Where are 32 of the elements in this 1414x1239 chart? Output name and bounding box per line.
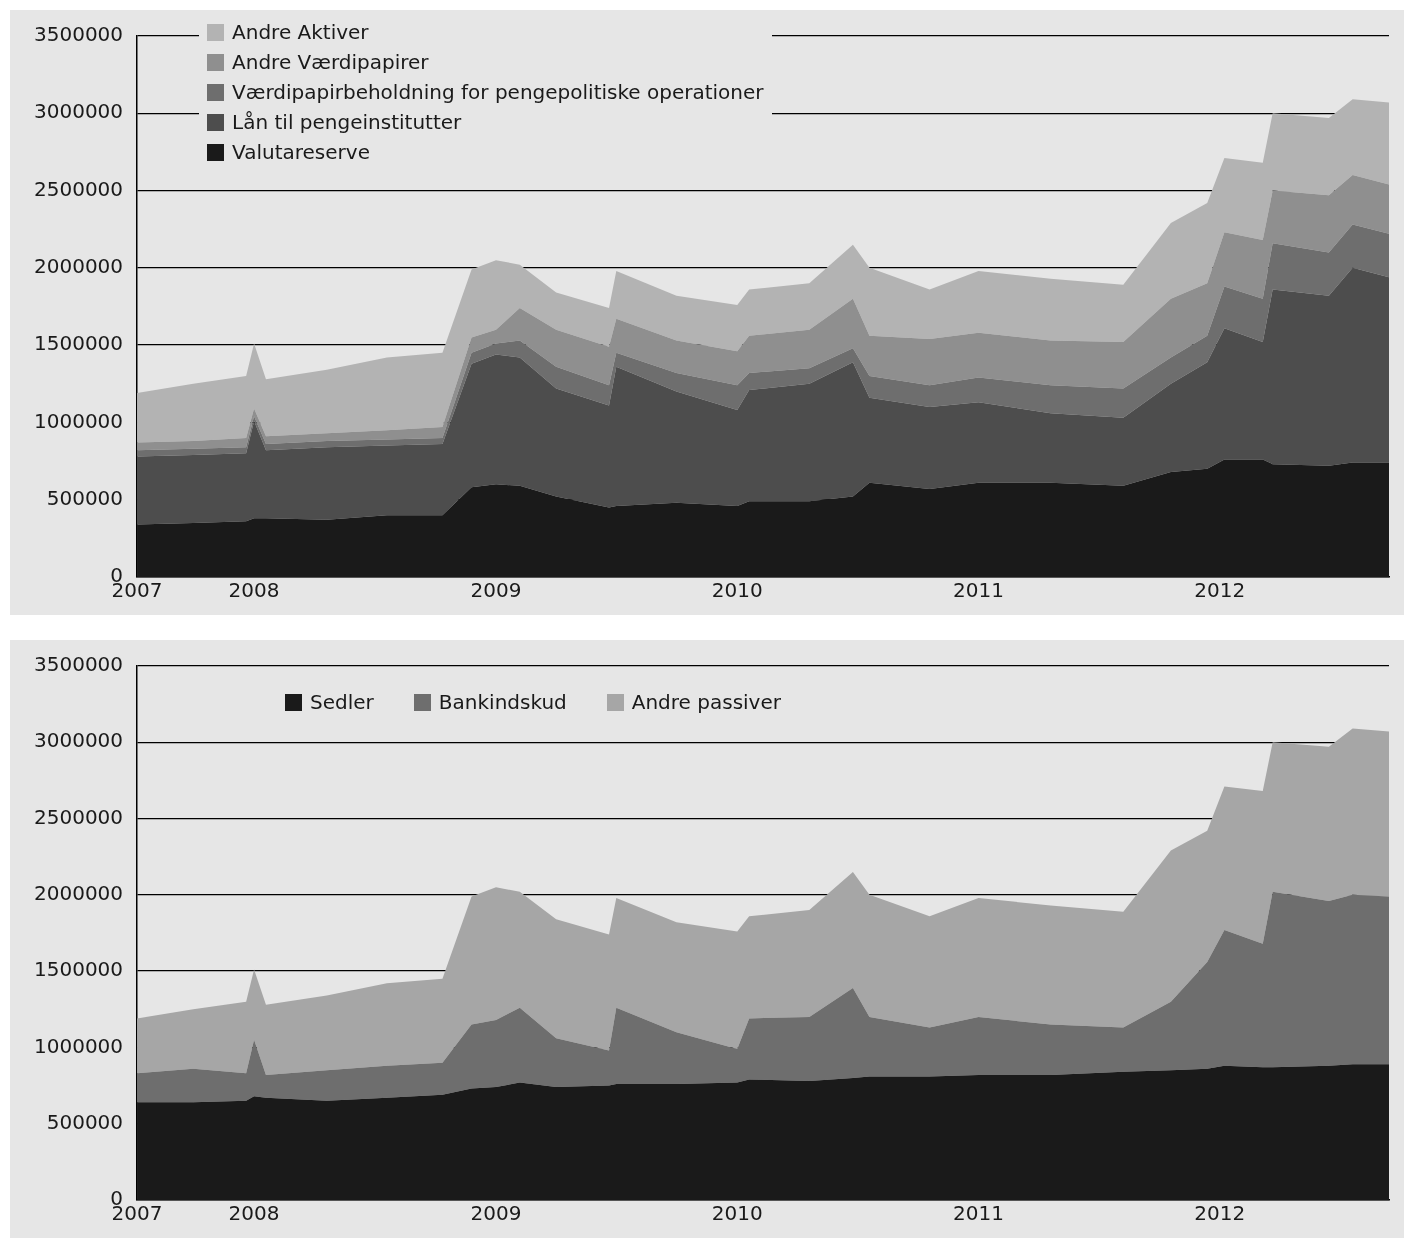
y-tick-label: 500000 xyxy=(46,1109,124,1134)
y-tick-label: 500000 xyxy=(46,485,124,510)
x-tick-label: 2008 xyxy=(228,578,280,603)
x-tick-label: 2009 xyxy=(470,578,522,603)
y-tick-label: 3000000 xyxy=(33,99,124,124)
y-tick-label: 1500000 xyxy=(33,331,124,356)
x-tick-label: 2011 xyxy=(953,1201,1004,1226)
x-tick-label: 2012 xyxy=(1194,578,1246,603)
y-tick-label: 2500000 xyxy=(33,804,124,829)
y-tick-label: 3500000 xyxy=(33,22,124,47)
legend-label: Valutareserve xyxy=(232,140,370,164)
y-tick-label: 3500000 xyxy=(33,652,124,677)
y-tick-label: 1500000 xyxy=(33,957,124,982)
y-tick-label: 2000000 xyxy=(33,881,124,906)
legend-label: Lån til pengeinstitutter xyxy=(232,110,462,134)
x-tick-label: 2010 xyxy=(711,1201,763,1226)
legend-label: Sedler xyxy=(310,690,374,714)
x-tick-label: 2008 xyxy=(228,1201,280,1226)
legend-label: Andre Aktiver xyxy=(232,20,369,44)
x-tick-label: 2012 xyxy=(1194,1201,1246,1226)
y-tick-label: 3000000 xyxy=(33,728,124,753)
legend-label: Andre passiver xyxy=(631,690,781,714)
legend-label: Værdipapirbeholdning for pengepolitiske operationer xyxy=(232,80,764,104)
y-tick-label: 2000000 xyxy=(33,254,124,279)
x-tick-label: 2010 xyxy=(711,578,763,603)
legend-label: Andre Værdipapirer xyxy=(232,50,429,74)
legend-label: Bankindskud xyxy=(438,690,567,714)
x-tick-label: 2011 xyxy=(953,578,1004,603)
y-tick-label: 2500000 xyxy=(33,176,124,201)
y-tick-label: 1000000 xyxy=(33,408,124,433)
x-tick-label: 2009 xyxy=(470,1201,522,1226)
y-tick-label: 1000000 xyxy=(33,1033,124,1058)
